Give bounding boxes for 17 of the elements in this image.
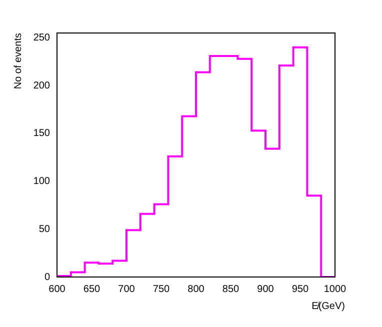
y-tick-label: 0 xyxy=(44,272,50,283)
x-tick-label: 600 xyxy=(48,284,66,295)
x-axis-title: E̸(GeV) xyxy=(312,300,345,312)
y-tick-label: 100 xyxy=(33,176,50,188)
x-tick-label: 950 xyxy=(292,284,310,295)
x-tick-label: 900 xyxy=(257,284,274,295)
x-tick-label: 650 xyxy=(83,284,101,295)
x-tick-label: 700 xyxy=(118,284,136,295)
y-tick-label: 200 xyxy=(33,80,50,92)
y-axis-title: No of events xyxy=(12,33,24,90)
x-tick-label: 1000 xyxy=(324,284,347,295)
y-tick-label: 250 xyxy=(33,32,50,44)
y-tick-label: 50 xyxy=(38,224,50,235)
y-tick-label: 150 xyxy=(33,128,50,140)
x-tick-label: 800 xyxy=(188,284,205,295)
x-tick-label: 850 xyxy=(222,284,240,295)
x-tick-label: 750 xyxy=(152,284,170,295)
